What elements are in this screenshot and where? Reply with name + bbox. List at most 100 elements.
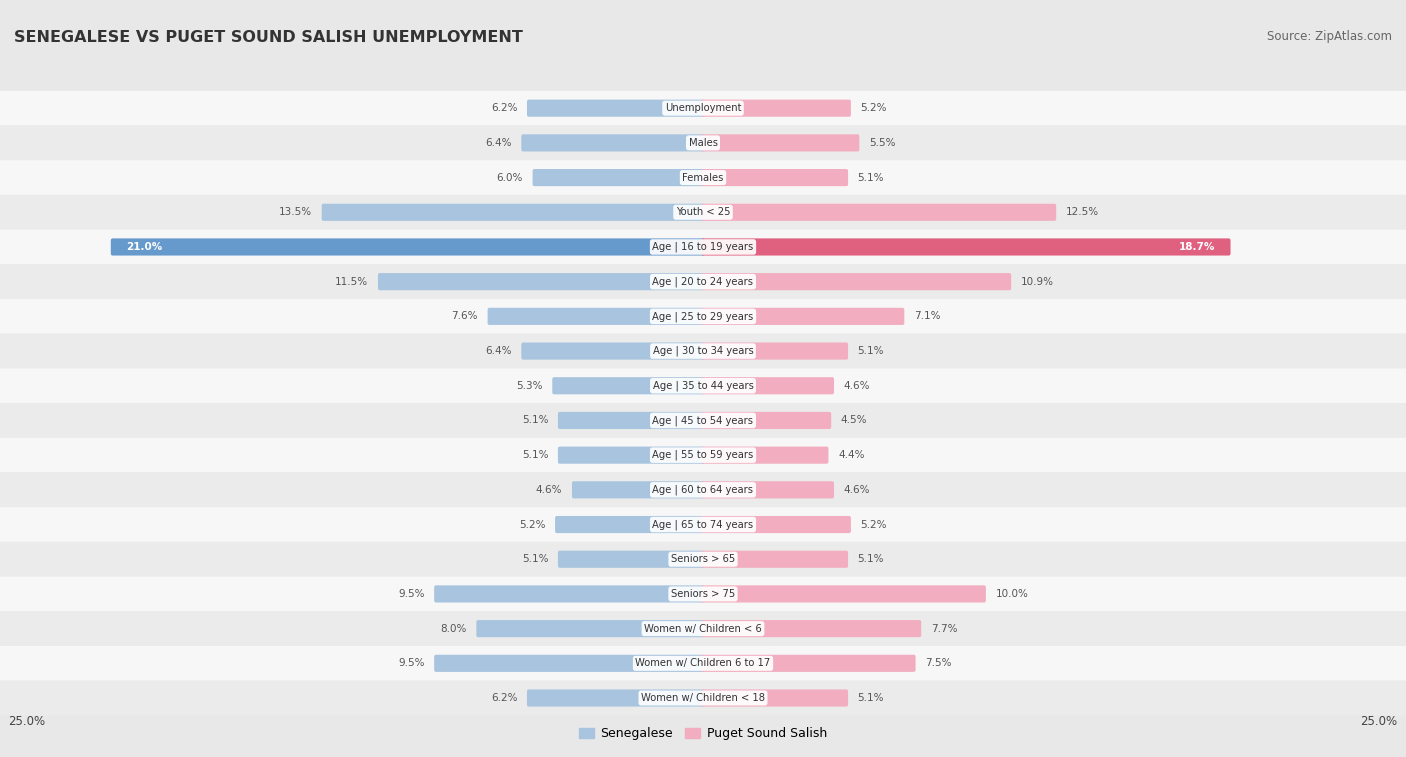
FancyBboxPatch shape bbox=[0, 403, 1406, 438]
FancyBboxPatch shape bbox=[0, 91, 1406, 126]
FancyBboxPatch shape bbox=[0, 577, 1406, 612]
FancyBboxPatch shape bbox=[533, 169, 704, 186]
Text: Age | 25 to 29 years: Age | 25 to 29 years bbox=[652, 311, 754, 322]
Text: 18.7%: 18.7% bbox=[1178, 242, 1215, 252]
FancyBboxPatch shape bbox=[702, 342, 848, 360]
FancyBboxPatch shape bbox=[572, 481, 704, 498]
Text: 5.1%: 5.1% bbox=[858, 173, 884, 182]
Text: Age | 55 to 59 years: Age | 55 to 59 years bbox=[652, 450, 754, 460]
FancyBboxPatch shape bbox=[702, 412, 831, 429]
Text: 5.3%: 5.3% bbox=[516, 381, 543, 391]
FancyBboxPatch shape bbox=[702, 100, 851, 117]
Text: 4.6%: 4.6% bbox=[844, 484, 870, 495]
Text: 4.6%: 4.6% bbox=[844, 381, 870, 391]
Text: Women w/ Children 6 to 17: Women w/ Children 6 to 17 bbox=[636, 659, 770, 668]
Text: 5.1%: 5.1% bbox=[522, 450, 548, 460]
Text: Women w/ Children < 18: Women w/ Children < 18 bbox=[641, 693, 765, 703]
Text: Seniors > 65: Seniors > 65 bbox=[671, 554, 735, 564]
FancyBboxPatch shape bbox=[702, 204, 1056, 221]
Text: Age | 65 to 74 years: Age | 65 to 74 years bbox=[652, 519, 754, 530]
Text: 9.5%: 9.5% bbox=[398, 659, 425, 668]
FancyBboxPatch shape bbox=[558, 447, 704, 464]
FancyBboxPatch shape bbox=[0, 334, 1406, 369]
Text: Age | 45 to 54 years: Age | 45 to 54 years bbox=[652, 415, 754, 425]
Text: Youth < 25: Youth < 25 bbox=[676, 207, 730, 217]
Text: 4.6%: 4.6% bbox=[536, 484, 562, 495]
FancyBboxPatch shape bbox=[0, 369, 1406, 403]
FancyBboxPatch shape bbox=[0, 264, 1406, 299]
FancyBboxPatch shape bbox=[0, 612, 1406, 646]
Text: 7.5%: 7.5% bbox=[925, 659, 952, 668]
Text: Source: ZipAtlas.com: Source: ZipAtlas.com bbox=[1267, 30, 1392, 43]
Text: Age | 35 to 44 years: Age | 35 to 44 years bbox=[652, 381, 754, 391]
Text: 7.7%: 7.7% bbox=[931, 624, 957, 634]
Text: Age | 30 to 34 years: Age | 30 to 34 years bbox=[652, 346, 754, 357]
Text: 4.5%: 4.5% bbox=[841, 416, 868, 425]
FancyBboxPatch shape bbox=[702, 620, 921, 637]
FancyBboxPatch shape bbox=[527, 690, 704, 706]
FancyBboxPatch shape bbox=[702, 238, 1230, 256]
FancyBboxPatch shape bbox=[555, 516, 704, 533]
Text: Women w/ Children < 6: Women w/ Children < 6 bbox=[644, 624, 762, 634]
FancyBboxPatch shape bbox=[702, 134, 859, 151]
FancyBboxPatch shape bbox=[702, 169, 848, 186]
FancyBboxPatch shape bbox=[0, 646, 1406, 681]
FancyBboxPatch shape bbox=[488, 308, 704, 325]
FancyBboxPatch shape bbox=[702, 550, 848, 568]
Text: 8.0%: 8.0% bbox=[440, 624, 467, 634]
Text: 7.1%: 7.1% bbox=[914, 311, 941, 322]
FancyBboxPatch shape bbox=[111, 238, 704, 256]
Text: 6.4%: 6.4% bbox=[485, 138, 512, 148]
Text: 5.2%: 5.2% bbox=[519, 519, 546, 530]
Text: 10.9%: 10.9% bbox=[1021, 276, 1053, 287]
FancyBboxPatch shape bbox=[0, 472, 1406, 507]
Text: Seniors > 75: Seniors > 75 bbox=[671, 589, 735, 599]
FancyBboxPatch shape bbox=[702, 655, 915, 672]
Text: SENEGALESE VS PUGET SOUND SALISH UNEMPLOYMENT: SENEGALESE VS PUGET SOUND SALISH UNEMPLO… bbox=[14, 30, 523, 45]
FancyBboxPatch shape bbox=[558, 412, 704, 429]
FancyBboxPatch shape bbox=[522, 134, 704, 151]
Text: 7.6%: 7.6% bbox=[451, 311, 478, 322]
Text: 5.1%: 5.1% bbox=[858, 693, 884, 703]
Text: 6.4%: 6.4% bbox=[485, 346, 512, 356]
FancyBboxPatch shape bbox=[477, 620, 704, 637]
FancyBboxPatch shape bbox=[558, 550, 704, 568]
FancyBboxPatch shape bbox=[702, 690, 848, 706]
FancyBboxPatch shape bbox=[702, 377, 834, 394]
Text: 25.0%: 25.0% bbox=[1361, 715, 1398, 728]
Text: 5.1%: 5.1% bbox=[858, 554, 884, 564]
FancyBboxPatch shape bbox=[0, 160, 1406, 195]
Text: 5.1%: 5.1% bbox=[522, 416, 548, 425]
Text: 5.5%: 5.5% bbox=[869, 138, 896, 148]
FancyBboxPatch shape bbox=[0, 299, 1406, 334]
FancyBboxPatch shape bbox=[702, 585, 986, 603]
Text: 9.5%: 9.5% bbox=[398, 589, 425, 599]
FancyBboxPatch shape bbox=[702, 516, 851, 533]
Text: 6.2%: 6.2% bbox=[491, 103, 517, 114]
Text: Age | 16 to 19 years: Age | 16 to 19 years bbox=[652, 241, 754, 252]
Text: 4.4%: 4.4% bbox=[838, 450, 865, 460]
FancyBboxPatch shape bbox=[378, 273, 704, 290]
FancyBboxPatch shape bbox=[702, 447, 828, 464]
FancyBboxPatch shape bbox=[0, 542, 1406, 577]
FancyBboxPatch shape bbox=[0, 681, 1406, 715]
FancyBboxPatch shape bbox=[702, 481, 834, 498]
Text: 21.0%: 21.0% bbox=[127, 242, 163, 252]
Text: Males: Males bbox=[689, 138, 717, 148]
Text: Age | 60 to 64 years: Age | 60 to 64 years bbox=[652, 484, 754, 495]
FancyBboxPatch shape bbox=[0, 438, 1406, 472]
Text: 6.0%: 6.0% bbox=[496, 173, 523, 182]
FancyBboxPatch shape bbox=[0, 229, 1406, 264]
Text: 25.0%: 25.0% bbox=[8, 715, 45, 728]
FancyBboxPatch shape bbox=[702, 308, 904, 325]
FancyBboxPatch shape bbox=[522, 342, 704, 360]
FancyBboxPatch shape bbox=[434, 655, 704, 672]
FancyBboxPatch shape bbox=[0, 507, 1406, 542]
Text: Females: Females bbox=[682, 173, 724, 182]
Text: 5.1%: 5.1% bbox=[858, 346, 884, 356]
FancyBboxPatch shape bbox=[702, 273, 1011, 290]
FancyBboxPatch shape bbox=[527, 100, 704, 117]
FancyBboxPatch shape bbox=[322, 204, 704, 221]
Text: 5.2%: 5.2% bbox=[860, 103, 887, 114]
Legend: Senegalese, Puget Sound Salish: Senegalese, Puget Sound Salish bbox=[574, 722, 832, 746]
